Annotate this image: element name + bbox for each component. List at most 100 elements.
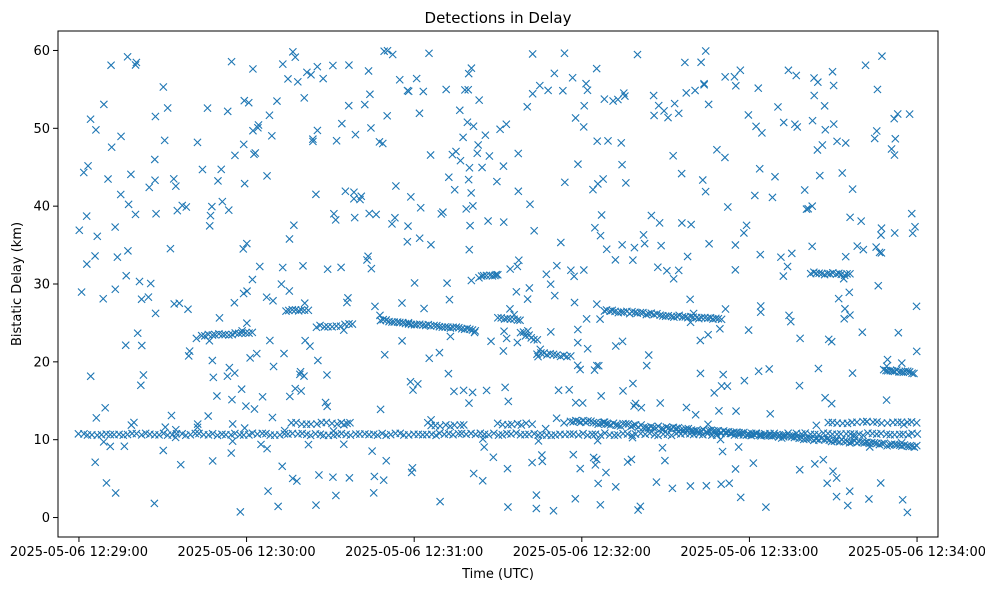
data-point bbox=[897, 359, 906, 368]
data-point bbox=[657, 424, 666, 433]
data-point bbox=[378, 429, 387, 438]
x-tick-label: 2025-05-06 12:33:00 bbox=[680, 545, 818, 560]
data-point bbox=[682, 88, 691, 97]
data-point bbox=[588, 185, 597, 194]
data-point bbox=[613, 430, 622, 439]
data-point bbox=[514, 149, 523, 158]
data-point bbox=[426, 321, 435, 330]
data-point bbox=[113, 253, 122, 262]
data-point bbox=[450, 185, 459, 194]
data-point bbox=[131, 210, 140, 219]
data-point bbox=[269, 296, 277, 305]
data-point bbox=[159, 446, 168, 455]
data-point bbox=[528, 420, 537, 429]
data-point bbox=[771, 172, 779, 181]
data-point bbox=[493, 270, 502, 279]
data-point bbox=[621, 419, 630, 428]
data-point bbox=[604, 136, 612, 145]
data-point bbox=[697, 313, 706, 322]
data-point bbox=[565, 430, 574, 439]
data-point bbox=[297, 305, 306, 314]
data-point bbox=[897, 418, 906, 427]
data-point bbox=[267, 131, 276, 140]
data-point bbox=[890, 151, 899, 160]
data-point bbox=[618, 160, 627, 169]
data-point bbox=[464, 85, 473, 94]
data-point bbox=[302, 68, 311, 77]
data-point bbox=[544, 86, 553, 95]
data-point bbox=[213, 176, 222, 185]
data-point bbox=[379, 315, 388, 324]
data-point bbox=[517, 421, 526, 430]
data-point bbox=[91, 125, 100, 134]
data-point bbox=[649, 423, 658, 432]
data-point bbox=[194, 429, 203, 438]
data-point bbox=[534, 352, 543, 361]
data-point bbox=[406, 192, 415, 201]
data-point bbox=[296, 367, 305, 376]
data-point bbox=[640, 239, 649, 248]
data-point bbox=[198, 165, 207, 174]
data-point bbox=[621, 178, 630, 187]
data-point bbox=[323, 265, 332, 274]
data-point bbox=[416, 203, 425, 212]
data-point bbox=[106, 442, 115, 451]
data-point bbox=[573, 160, 582, 169]
data-point bbox=[380, 47, 389, 56]
data-point bbox=[244, 98, 253, 107]
data-point bbox=[701, 46, 710, 55]
data-point bbox=[207, 202, 216, 211]
data-point bbox=[840, 314, 849, 323]
data-point bbox=[812, 421, 821, 430]
data-point bbox=[223, 372, 232, 381]
data-point bbox=[883, 441, 892, 450]
data-point bbox=[92, 413, 101, 422]
data-point bbox=[169, 174, 178, 183]
data-point bbox=[571, 494, 580, 503]
data-point bbox=[344, 61, 353, 70]
data-point bbox=[498, 430, 507, 439]
data-point bbox=[569, 450, 578, 459]
data-point bbox=[890, 114, 899, 123]
data-point bbox=[265, 336, 274, 345]
data-point bbox=[802, 205, 811, 214]
data-point bbox=[91, 251, 100, 260]
data-point bbox=[292, 477, 301, 486]
data-point bbox=[528, 89, 537, 98]
data-point bbox=[321, 398, 330, 407]
data-point bbox=[343, 419, 352, 428]
data-point bbox=[300, 306, 309, 315]
data-point bbox=[490, 271, 499, 280]
data-point bbox=[135, 277, 144, 286]
data-point bbox=[756, 308, 765, 317]
data-point bbox=[597, 391, 606, 400]
data-point bbox=[891, 134, 900, 143]
data-point bbox=[534, 431, 543, 440]
data-point bbox=[853, 242, 862, 251]
data-point bbox=[840, 304, 849, 313]
data-point bbox=[409, 386, 417, 395]
data-point bbox=[412, 74, 421, 83]
data-point bbox=[560, 178, 569, 187]
data-point bbox=[364, 66, 373, 75]
data-point bbox=[123, 246, 132, 255]
data-point bbox=[435, 348, 444, 357]
data-point bbox=[674, 266, 683, 275]
data-point bbox=[747, 431, 756, 440]
data-point bbox=[843, 269, 852, 278]
data-point bbox=[750, 191, 759, 200]
data-point bbox=[882, 396, 891, 405]
data-point bbox=[208, 356, 217, 365]
data-point bbox=[907, 209, 916, 218]
data-point bbox=[462, 430, 471, 439]
data-point bbox=[304, 440, 313, 449]
data-point bbox=[240, 96, 249, 105]
data-point bbox=[328, 473, 337, 482]
data-point bbox=[351, 430, 360, 439]
data-point bbox=[192, 334, 201, 343]
data-point bbox=[462, 204, 471, 213]
data-point bbox=[91, 458, 100, 467]
data-point bbox=[237, 385, 246, 394]
data-point bbox=[145, 183, 154, 192]
data-point bbox=[489, 453, 498, 462]
